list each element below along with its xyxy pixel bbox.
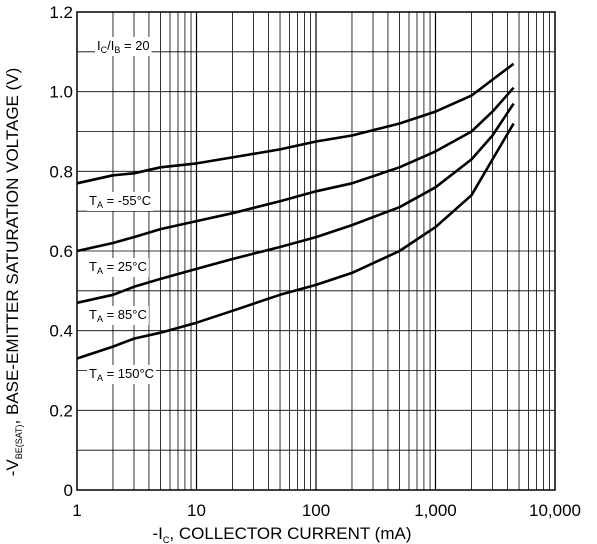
series-label-4: TA = 150°C — [89, 366, 154, 383]
plot-frame — [76, 11, 556, 491]
series-label-4-part: T — [89, 366, 97, 381]
condition-label-part: /I — [107, 38, 114, 53]
y-tick-labels: 0 0.2 0.4 0.6 0.8 1.0 1.2 — [49, 3, 73, 500]
series-label-1-part: = -55°C — [103, 193, 151, 208]
condition-label-part: = 20 — [120, 38, 149, 53]
series-label-4-part: A — [97, 373, 103, 383]
y-tick-label: 1.2 — [49, 3, 73, 22]
series-label-2-part: = 25°C — [103, 259, 147, 274]
series-label-2-part: T — [89, 259, 97, 274]
y-tick-label: 0.6 — [49, 242, 73, 261]
series-line-4 — [76, 122, 515, 360]
series-line-3 — [76, 102, 515, 305]
series-label-1-background — [87, 192, 154, 211]
y-tick-label: 0.4 — [49, 322, 73, 341]
series-label-2-background — [87, 258, 149, 277]
series-label-4-background — [87, 365, 157, 384]
y-tick-label: 0.2 — [49, 401, 73, 420]
series-line-1 — [76, 62, 515, 185]
y-tick-label: 0 — [64, 481, 73, 500]
condition-label-part: C — [101, 45, 108, 55]
condition-label-part: I — [97, 38, 101, 53]
series-label-3-part: T — [89, 307, 97, 322]
curves — [76, 62, 515, 360]
y-tick-label: 1.0 — [49, 83, 73, 102]
condition-label: IC/IB = 20 — [97, 38, 150, 55]
x-tick-label: 10 — [187, 501, 206, 520]
series-label-1: TA = -55°C — [89, 193, 151, 210]
series-label-3: TA = 85°C — [89, 307, 147, 324]
series-line-2 — [76, 86, 515, 253]
condition-label-part: B — [114, 45, 120, 55]
series-label-1-part: T — [89, 193, 97, 208]
x-axis-title: -IC, COLLECTOR CURRENT (mA) — [152, 524, 411, 544]
x-axis-title-rest: , COLLECTOR CURRENT (mA) — [169, 524, 411, 543]
series-label-3-part: A — [97, 314, 103, 324]
condition-label-background — [95, 37, 152, 56]
y-axis-title-main: -V — [3, 459, 22, 477]
series-label-1-part: A — [97, 200, 103, 210]
x-tick-label: 1 — [72, 501, 81, 520]
series-label-4-part: = 150°C — [103, 366, 154, 381]
x-axis-title-main: -I — [152, 524, 162, 543]
y-axis-title-rest: , BASE-EMITTER SATURATION VOLTAGE (V) — [3, 68, 22, 425]
x-axis-title-sub: C — [163, 535, 170, 544]
grid — [77, 12, 555, 490]
series-label-2-part: A — [97, 266, 103, 276]
x-tick-labels: 1 10 100 1,000 10,000 — [72, 501, 581, 520]
x-tick-label: 100 — [302, 501, 330, 520]
series-label-3-part: = 85°C — [103, 307, 147, 322]
x-tick-label: 1,000 — [414, 501, 457, 520]
y-axis-title-sub: BE(SAT) — [14, 424, 24, 459]
series-label-3-background — [87, 306, 149, 325]
y-tick-label: 0.8 — [49, 162, 73, 181]
series-label-2: TA = 25°C — [89, 259, 147, 276]
x-tick-label: 10,000 — [529, 501, 581, 520]
y-axis-title: -VBE(SAT), BASE-EMITTER SATURATION VOLTA… — [3, 68, 24, 477]
